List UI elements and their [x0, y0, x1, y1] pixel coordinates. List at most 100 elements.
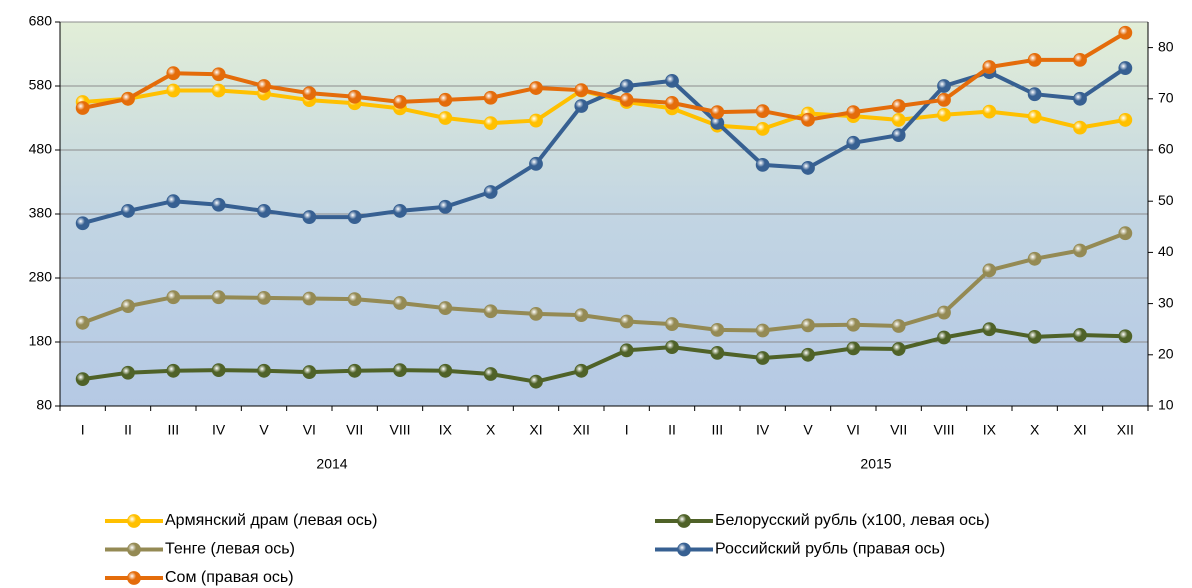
series-marker	[438, 301, 453, 315]
series-marker	[1118, 25, 1133, 40]
series-marker	[1073, 120, 1087, 135]
x-tick-label: V	[803, 422, 813, 438]
series-marker	[393, 296, 407, 310]
series-marker	[1073, 91, 1087, 106]
legend-marker	[677, 542, 691, 557]
x-tick-label: I	[625, 422, 629, 438]
series-marker	[891, 342, 906, 356]
legend-label: Армянский драм (левая ось)	[165, 512, 377, 529]
series-marker	[982, 263, 997, 278]
series-marker	[937, 79, 951, 93]
series-marker	[619, 314, 634, 329]
series-marker	[1118, 226, 1133, 241]
x-tick-label: II	[668, 422, 676, 438]
series-marker	[755, 157, 770, 172]
legend-marker	[127, 514, 141, 528]
y-tick-label: 180	[29, 333, 53, 349]
series-marker	[257, 79, 271, 93]
x-tick-label: XI	[1073, 422, 1086, 438]
legend-marker	[677, 514, 691, 528]
series-marker	[393, 94, 407, 109]
series-marker	[982, 322, 997, 337]
y2-tick-label: 20	[1158, 346, 1174, 362]
legend-label: Тенге (левая ось)	[165, 541, 295, 558]
series-marker	[438, 111, 453, 125]
series-marker	[1073, 52, 1087, 67]
x-tick-label: VIII	[389, 422, 410, 438]
y2-tick-label: 50	[1158, 192, 1174, 208]
series-marker	[75, 315, 90, 330]
y-tick-label: 280	[29, 269, 53, 285]
x-tick-label: X	[1030, 422, 1040, 438]
series-marker	[166, 83, 181, 98]
series-marker	[75, 372, 90, 387]
x-tick-label: VII	[890, 422, 907, 438]
legend-label: Сом (правая ось)	[165, 569, 294, 586]
series-marker	[1027, 329, 1042, 344]
series-marker	[574, 99, 589, 113]
x-tick-label: I	[81, 422, 85, 438]
series-marker	[257, 204, 271, 218]
series-marker	[75, 216, 90, 231]
series-marker	[619, 92, 634, 107]
x-tick-label: X	[486, 422, 496, 438]
y-tick-label: 580	[29, 77, 53, 93]
series-marker	[1073, 328, 1087, 342]
series-marker	[1027, 52, 1042, 67]
series-marker	[755, 104, 770, 118]
series-marker	[529, 374, 543, 389]
series-marker	[166, 290, 181, 305]
series-marker	[393, 204, 407, 218]
series-marker	[121, 365, 135, 380]
series-marker	[347, 210, 362, 224]
series-marker	[937, 107, 951, 122]
series-marker	[121, 91, 135, 106]
series-marker	[347, 363, 362, 378]
y-tick-label: 80	[36, 397, 52, 413]
series-marker	[1027, 87, 1042, 102]
series-marker	[801, 112, 815, 127]
series-marker	[846, 341, 861, 356]
y2-tick-label: 60	[1158, 141, 1174, 157]
series-marker	[302, 291, 317, 306]
series-marker	[801, 161, 815, 175]
series-marker	[665, 95, 679, 110]
x-tick-label: III	[167, 422, 179, 438]
y2-tick-label: 80	[1158, 38, 1174, 54]
series-marker	[937, 330, 951, 345]
series-marker	[529, 306, 543, 321]
series-marker	[257, 290, 271, 305]
x-tick-label: IV	[212, 422, 226, 438]
x-tick-label: IX	[439, 422, 453, 438]
series-marker	[166, 194, 181, 209]
x-tick-label: XII	[573, 422, 590, 438]
series-marker	[846, 105, 861, 120]
year-label: 2014	[316, 456, 347, 472]
series-marker	[1027, 251, 1042, 266]
series-marker	[574, 363, 589, 378]
x-tick-label: IX	[983, 422, 997, 438]
series-marker	[347, 292, 362, 307]
series-marker	[211, 67, 226, 82]
series-marker	[755, 121, 770, 136]
series-marker	[438, 199, 453, 214]
x-tick-label: V	[259, 422, 269, 438]
series-marker	[121, 299, 135, 314]
x-tick-label: XI	[529, 422, 542, 438]
series-marker	[347, 89, 362, 104]
series-marker	[619, 343, 634, 358]
legend-marker	[127, 571, 141, 585]
series-marker	[302, 365, 317, 379]
series-marker	[1118, 329, 1133, 344]
series-marker	[710, 105, 725, 120]
series-line	[81, 231, 1127, 333]
series-marker	[891, 113, 906, 127]
series-marker	[302, 86, 317, 101]
y2-tick-label: 70	[1158, 90, 1174, 106]
series-marker	[982, 104, 997, 119]
series-marker	[574, 83, 589, 97]
y2-tick-label: 40	[1158, 243, 1174, 259]
series-marker	[211, 290, 226, 305]
series-marker	[801, 318, 815, 333]
